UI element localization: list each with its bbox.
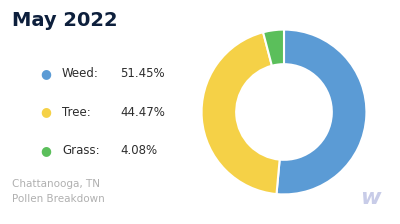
Text: w: w (360, 188, 380, 208)
Wedge shape (202, 32, 280, 194)
Text: ●: ● (40, 67, 51, 80)
Wedge shape (276, 30, 366, 194)
Text: May 2022: May 2022 (12, 11, 118, 30)
Text: Weed:: Weed: (62, 67, 99, 80)
Text: ●: ● (40, 106, 51, 118)
Text: 44.47%: 44.47% (120, 106, 165, 118)
Text: Grass:: Grass: (62, 144, 100, 157)
Text: ●: ● (40, 144, 51, 157)
Text: 51.45%: 51.45% (120, 67, 165, 80)
Text: Chattanooga, TN
Pollen Breakdown: Chattanooga, TN Pollen Breakdown (12, 179, 105, 204)
Wedge shape (263, 30, 284, 66)
Text: Tree:: Tree: (62, 106, 91, 118)
Text: 4.08%: 4.08% (120, 144, 157, 157)
